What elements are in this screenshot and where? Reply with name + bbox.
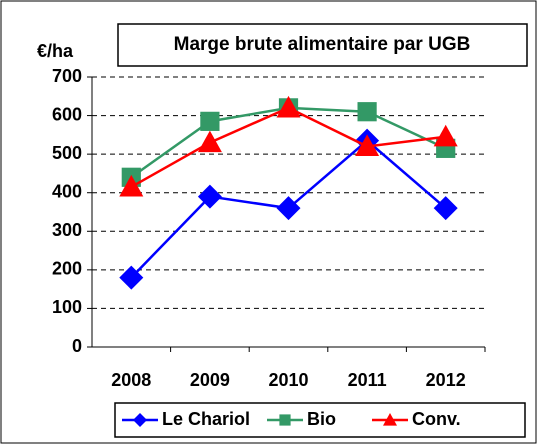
marker — [197, 130, 222, 153]
marker — [276, 95, 301, 118]
legend-marker — [383, 413, 397, 426]
chart-title: Marge brute alimentaire par UGB — [174, 34, 471, 55]
y-axis-label: €/ha — [37, 41, 74, 61]
y-tick-label: 700 — [52, 66, 82, 86]
marker — [200, 111, 220, 131]
y-tick-label: 400 — [52, 181, 82, 201]
legend-marker — [133, 413, 147, 427]
y-tick-label: 200 — [52, 259, 82, 279]
marker — [119, 174, 144, 197]
y-tick-label: 600 — [52, 104, 82, 124]
marker — [119, 265, 144, 290]
x-tick-label: 2009 — [190, 370, 230, 390]
x-tick-label: 2008 — [111, 370, 151, 390]
marker — [433, 196, 458, 221]
y-tick-label: 500 — [52, 143, 82, 163]
legend-label: Bio — [307, 409, 336, 429]
y-tick-label: 100 — [52, 297, 82, 317]
legend-label: Conv. — [412, 409, 461, 429]
legend-box — [114, 402, 526, 438]
legend-label: Le Chariol — [162, 409, 250, 429]
x-tick-label: 2012 — [426, 370, 466, 390]
marker — [355, 134, 380, 157]
legend-marker — [279, 414, 291, 426]
marker — [276, 196, 301, 221]
title-box — [117, 23, 528, 67]
y-tick-label: 0 — [72, 336, 82, 356]
x-tick-label: 2011 — [348, 370, 387, 390]
x-tick-label: 2010 — [268, 370, 308, 390]
marker — [433, 124, 458, 147]
marker — [357, 102, 377, 122]
marker — [197, 184, 222, 209]
y-tick-label: 300 — [52, 220, 82, 240]
